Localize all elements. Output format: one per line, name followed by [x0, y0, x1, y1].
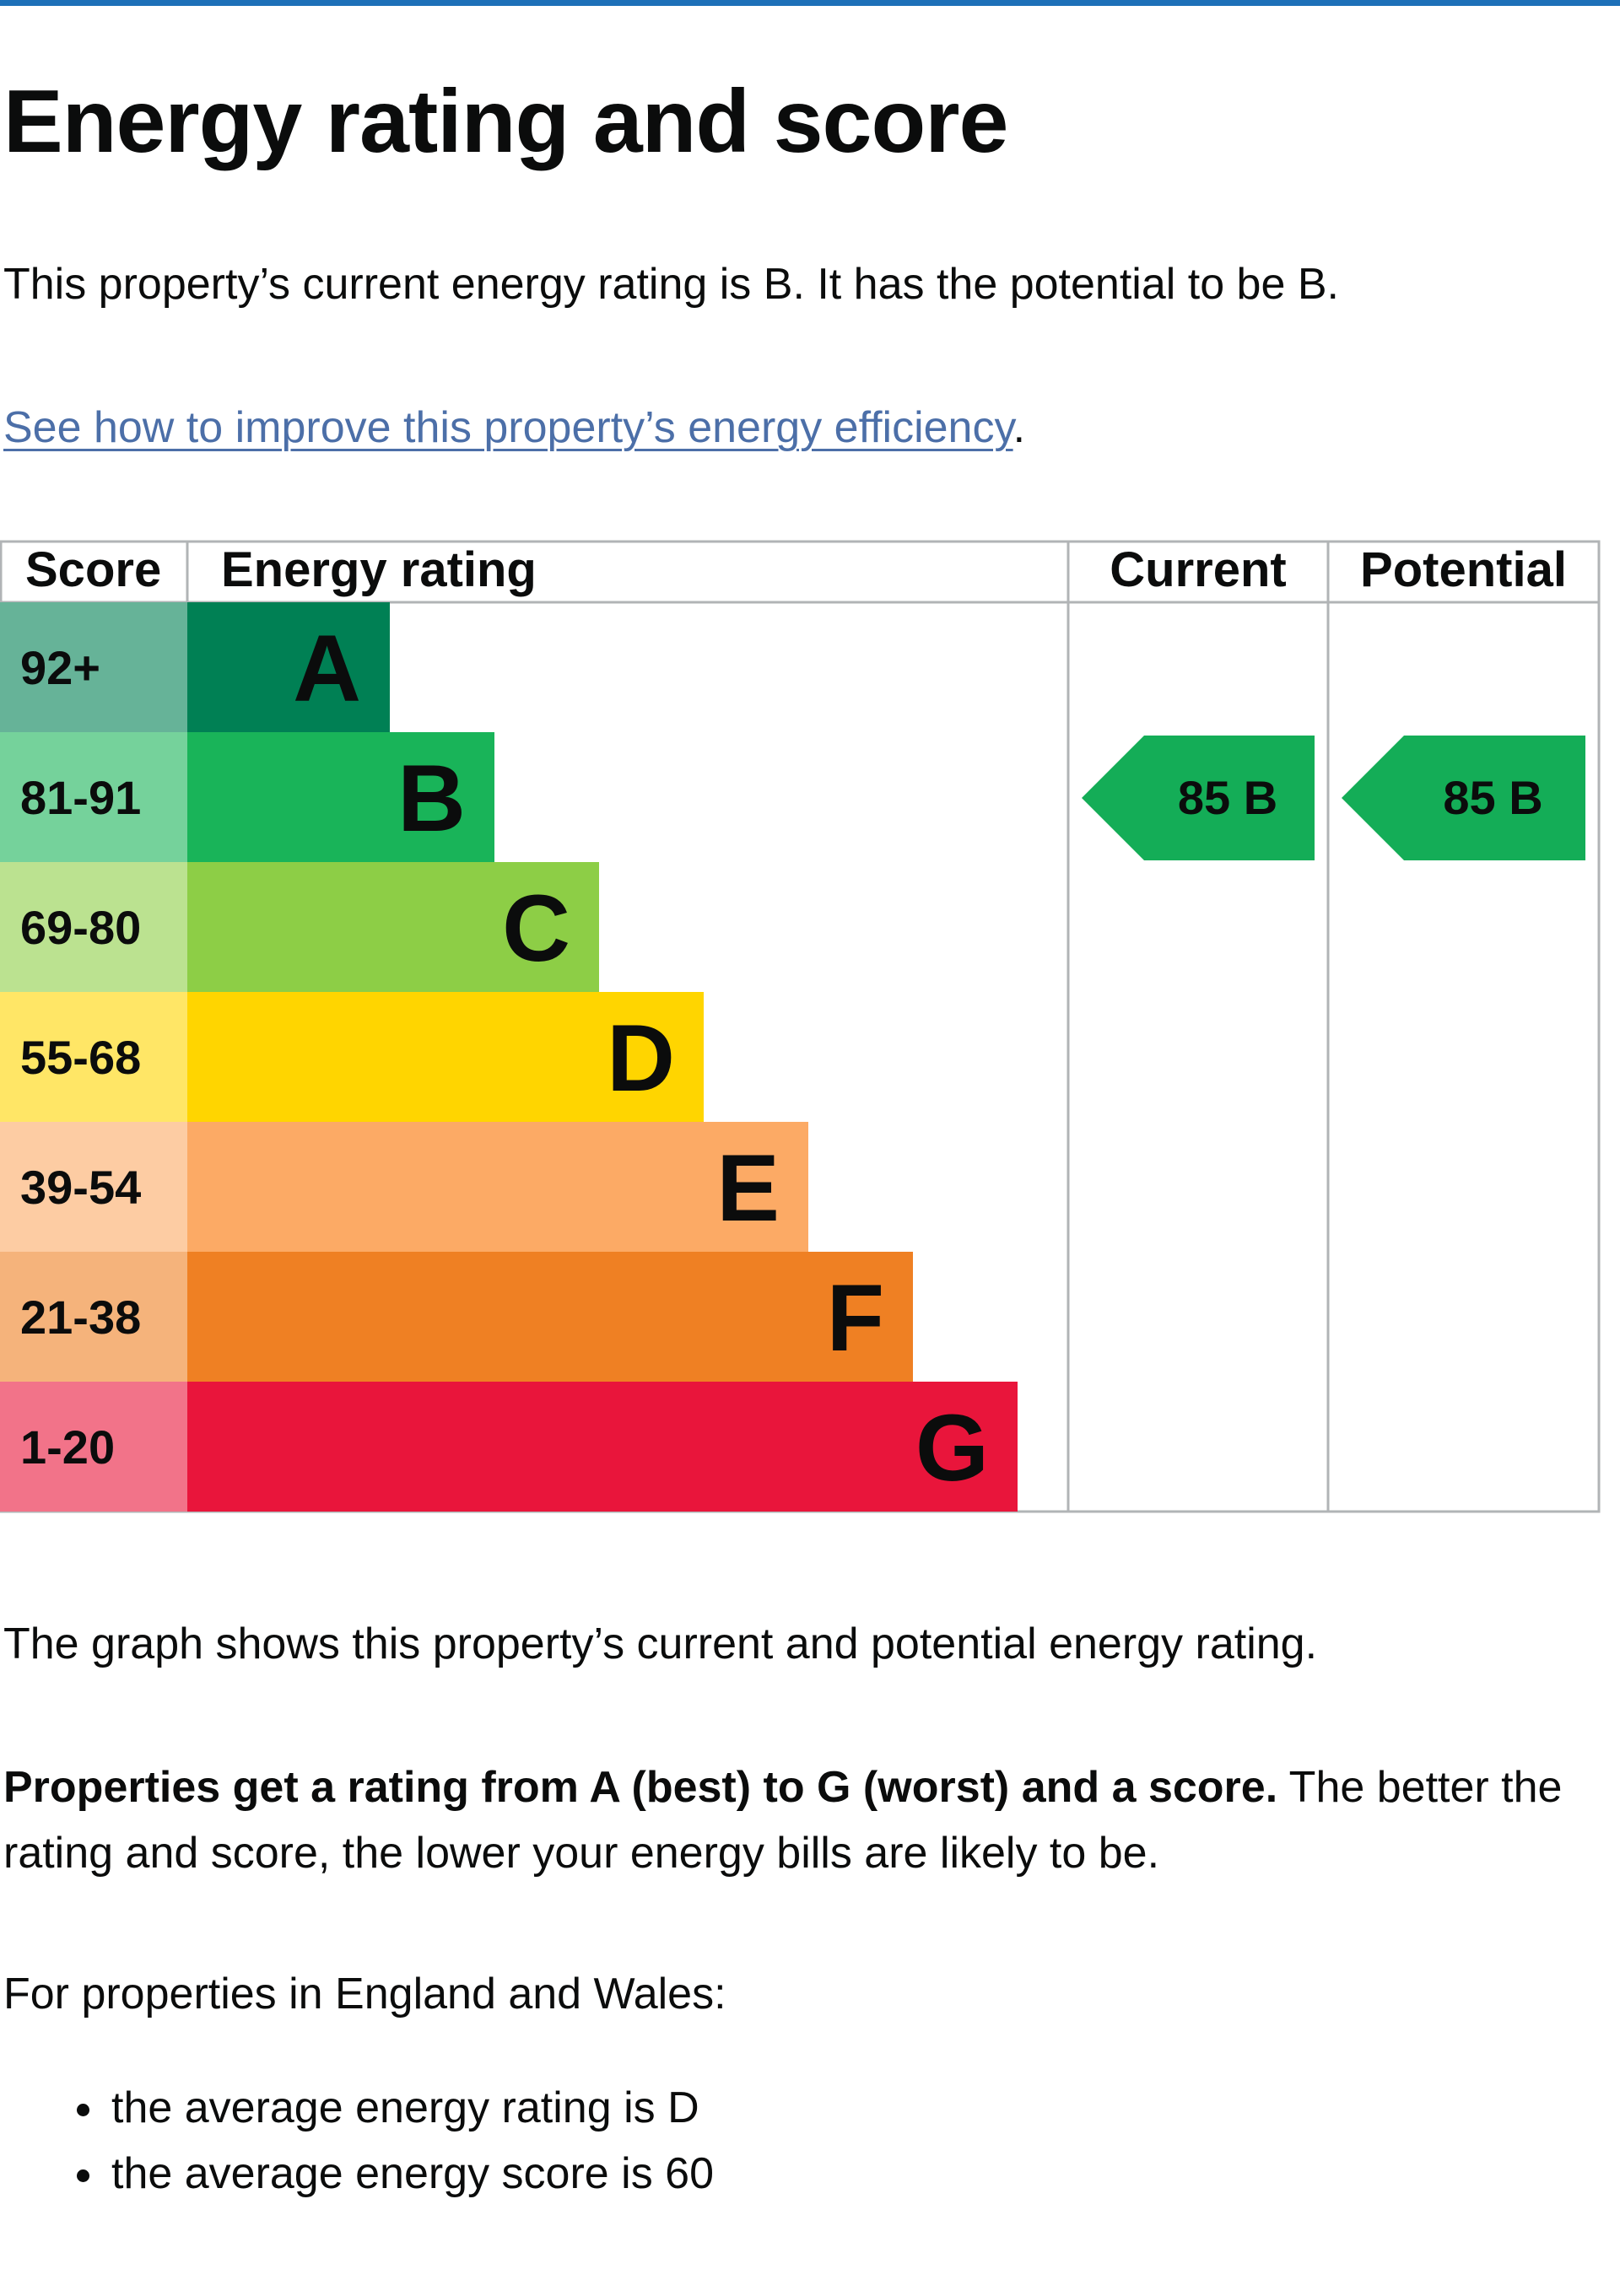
rating-letter-g: G — [915, 1395, 989, 1501]
score-range-e: 39-54 — [20, 1161, 141, 1214]
rating-bar-c — [187, 862, 599, 992]
rating-explanation: Properties get a rating from A (best) to… — [3, 1754, 1606, 1886]
rating-bar-e — [187, 1122, 808, 1252]
header-score: Score — [25, 542, 161, 597]
rating-letter-d: D — [607, 1005, 675, 1111]
rating-bar-b — [187, 732, 494, 862]
header-energy-rating: Energy rating — [221, 542, 537, 597]
rating-bar-g — [187, 1382, 1018, 1512]
rating-explanation-rest: The better the rating and score, the low… — [3, 1763, 1563, 1878]
score-cell-f — [0, 1252, 187, 1382]
averages-list: the average energy rating is D the avera… — [3, 2075, 714, 2207]
current-arrow — [1082, 736, 1315, 860]
graph-caption: The graph shows this property’s current … — [3, 1620, 1318, 1668]
score-range-c: 69-80 — [20, 901, 141, 954]
potential-arrow-label: 85 B — [1443, 771, 1542, 824]
rating-letter-a: A — [293, 616, 361, 721]
score-range-f: 21-38 — [20, 1291, 141, 1344]
header-current: Current — [1110, 542, 1286, 597]
current-rating-summary: This property’s current energy rating is… — [3, 260, 1339, 309]
improve-paragraph: See how to improve this property’s energ… — [3, 395, 1025, 461]
rating-bar-d — [187, 992, 704, 1122]
rating-bar-a — [187, 602, 390, 732]
rating-bar-f — [187, 1252, 913, 1382]
link-trailing: . — [1012, 403, 1026, 452]
score-range-g: 1-20 — [20, 1420, 115, 1474]
average-score-item: the average energy score is 60 — [108, 2141, 714, 2207]
top-border — [0, 0, 1620, 6]
score-range-a: 92+ — [20, 641, 100, 694]
rating-letter-c: C — [502, 876, 570, 981]
score-cell-g — [0, 1382, 187, 1512]
energy-rating-chart: Score Energy rating Current Potential 92+ A 81… — [0, 540, 1601, 1513]
score-range-b: 81-91 — [20, 771, 141, 824]
average-intro: For properties in England and Wales: — [3, 1970, 726, 2018]
improve-efficiency-link[interactable]: See how to improve this property’s energ… — [3, 403, 1013, 452]
score-cell-c — [0, 862, 187, 992]
page-title: Energy rating and score — [3, 72, 1008, 171]
rating-explanation-bold: Properties get a rating from A (best) to… — [3, 1763, 1278, 1812]
score-cell-d — [0, 992, 187, 1122]
rating-letter-b: B — [397, 746, 466, 851]
rating-letter-f: F — [827, 1265, 884, 1371]
score-range-d: 55-68 — [20, 1031, 141, 1084]
score-cell-e — [0, 1122, 187, 1252]
score-cell-b — [0, 732, 187, 862]
current-arrow-label: 85 B — [1178, 771, 1277, 824]
average-rating-item: the average energy rating is D — [108, 2075, 714, 2141]
rating-letter-e: E — [716, 1135, 780, 1241]
score-cell-a — [0, 602, 187, 732]
header-potential: Potential — [1360, 542, 1567, 597]
potential-arrow — [1342, 736, 1585, 860]
